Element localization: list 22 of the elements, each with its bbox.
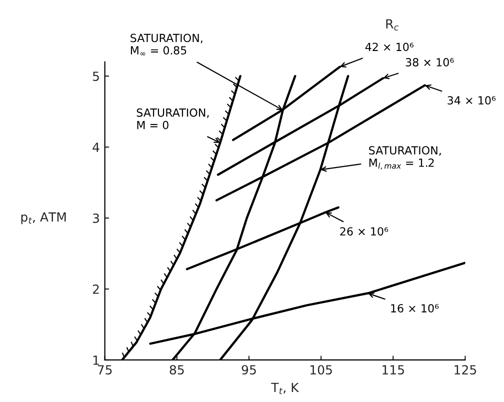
text: SATURATION, M$_{∞}$ = 0.85	[130, 34, 202, 56]
text: R$_{c}$	[386, 19, 399, 31]
text: 38 × 10⁶	[406, 58, 454, 66]
x-tick-label: 125	[454, 365, 476, 375]
x-tick-label: 115	[382, 365, 404, 375]
y-tick-label: 1	[93, 356, 99, 365]
x-tick-label: 105	[310, 365, 332, 375]
x-tick-label: 95	[242, 365, 256, 375]
series-label: 16 × 10⁶	[391, 304, 439, 312]
x-tick-label: 75	[98, 365, 112, 375]
y-tick-label: 4	[92, 142, 100, 152]
text: SATURATION, M$_{l,max}$ = 1.2	[369, 146, 441, 170]
x-axis-title: T$_{t}$, K	[271, 382, 300, 394]
legend-label: SATURATION, M = 0	[136, 108, 209, 130]
y-tick-label: 5	[92, 72, 99, 82]
text: 34 × 10⁶	[448, 96, 496, 105]
text: 42 × 10⁶	[365, 42, 414, 52]
y-axis-title: p$_{t}$, ATM	[21, 212, 66, 224]
y-tick-label: 3	[92, 214, 99, 223]
series-label: 26 × 10⁶	[340, 227, 388, 236]
x-tick-label: 85	[170, 365, 184, 375]
y-tick-label: 2	[92, 284, 99, 294]
